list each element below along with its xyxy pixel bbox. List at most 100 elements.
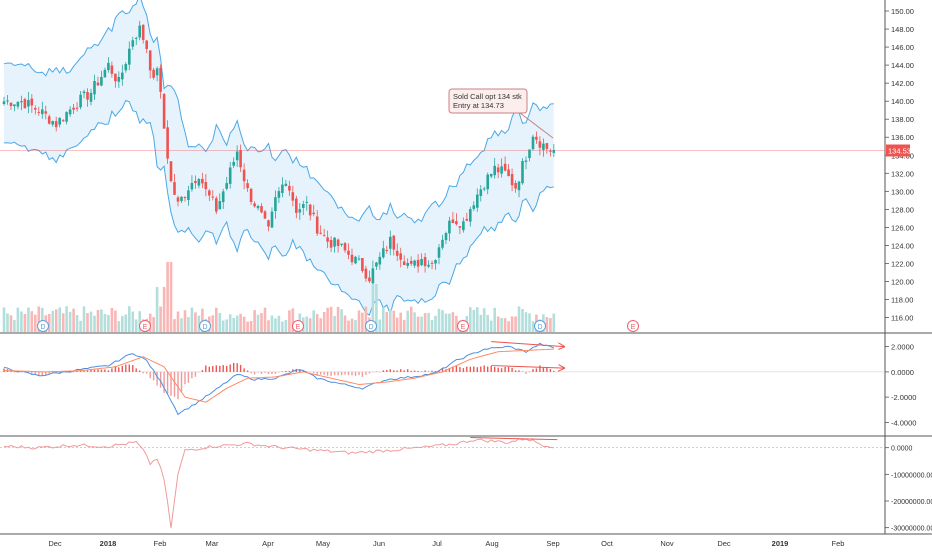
macd-divergence-arrow — [491, 366, 564, 369]
candle-body — [169, 161, 173, 182]
volume-bar — [117, 321, 121, 332]
candle-body — [451, 219, 455, 223]
macd-axis-tick-label: 0.0000 — [891, 368, 914, 377]
volume-bar — [389, 309, 392, 332]
macd-histogram-bar — [97, 369, 99, 372]
macd-histogram-bar — [347, 371, 350, 376]
event-marker-label: E — [296, 324, 301, 331]
volume-bar — [197, 315, 201, 332]
volume-bar — [444, 313, 448, 332]
volume-bar — [528, 313, 531, 332]
volume-bar — [232, 318, 235, 332]
macd-histogram-bar — [483, 365, 485, 372]
volume-bar — [416, 316, 420, 332]
candle-body — [448, 220, 451, 234]
volume-bar — [371, 284, 375, 332]
candle-body — [361, 258, 364, 271]
bollinger-lower — [3, 99, 554, 316]
candle-body — [315, 216, 319, 234]
macd-histogram-bar — [330, 371, 332, 376]
time-axis-tick-label: May — [316, 539, 330, 548]
candle-body — [253, 203, 256, 207]
volume-bar — [308, 318, 312, 332]
candle-body — [208, 190, 211, 196]
macd-histogram-bar — [535, 368, 538, 372]
volume-bar — [364, 306, 368, 332]
candle-body — [357, 258, 361, 260]
event-marker — [199, 320, 211, 332]
macd-histogram-bar — [132, 365, 134, 372]
candle-body — [267, 220, 270, 227]
volume-bar — [312, 310, 315, 332]
trade-annotation[interactable]: Sold Call opt 134 stk Entry at 134.73 — [448, 88, 554, 139]
candle-body — [281, 184, 284, 193]
macd-histogram-bar — [313, 371, 315, 374]
candle-body — [444, 233, 448, 241]
current-price-tag: 134.53 — [886, 144, 911, 157]
volume-bar — [354, 319, 357, 332]
macd-histogram-bar — [539, 365, 541, 372]
volume-bar — [451, 312, 455, 332]
macd-histogram-bar — [326, 371, 329, 376]
candle-body — [524, 160, 528, 162]
macd-histogram-bar — [111, 368, 113, 372]
macd-histogram-bar — [344, 371, 346, 375]
price-axis-tick-label: 120.00 — [891, 278, 914, 287]
volume-bar — [176, 311, 180, 332]
volume-bar — [41, 307, 44, 332]
candle-body — [329, 240, 333, 248]
candle-body — [493, 165, 496, 176]
candle-body — [54, 121, 58, 128]
obv-panel[interactable] — [0, 437, 885, 529]
candle-body — [375, 262, 378, 267]
volume-bar — [476, 307, 479, 332]
candle-body — [239, 150, 242, 168]
volume-bar — [82, 306, 86, 332]
macd-histogram-bar — [333, 371, 336, 376]
volume-bar — [61, 313, 65, 332]
macd-histogram-bar — [212, 366, 214, 372]
macd-histogram-bar — [469, 366, 471, 372]
candle-body — [9, 102, 13, 106]
candle-body — [455, 221, 458, 225]
candle-body — [23, 99, 27, 109]
volume-bar — [190, 307, 194, 332]
volume-bar — [27, 307, 30, 332]
volume-bar — [336, 306, 340, 332]
candle-body — [416, 259, 420, 267]
candle-body — [246, 183, 249, 189]
volume-bar — [284, 320, 288, 332]
candle-body — [295, 198, 298, 213]
candle-body — [134, 37, 138, 39]
volume-bar — [277, 315, 281, 332]
macd-histogram-bar — [243, 368, 245, 372]
macd-histogram-bar — [31, 371, 33, 375]
candle-body — [528, 149, 531, 159]
macd-histogram-bar — [361, 371, 364, 377]
macd-histogram-bar — [448, 367, 451, 372]
macd-histogram-bar — [83, 370, 85, 372]
candle-body — [27, 100, 30, 107]
macd-histogram-bar — [222, 365, 224, 372]
volume-bar — [228, 314, 232, 332]
macd-histogram-bar — [139, 370, 141, 372]
candle-body — [249, 188, 253, 202]
candle-body — [354, 256, 357, 264]
macd-histogram-bar — [302, 370, 304, 372]
volume-bar — [270, 315, 274, 332]
event-marker — [37, 320, 49, 332]
macd-histogram-bar — [553, 370, 555, 372]
volume-bar — [65, 306, 68, 332]
volume-bar — [524, 312, 528, 332]
volume-bar — [121, 316, 124, 332]
macd-histogram-bar — [420, 371, 423, 372]
macd-histogram-bar — [480, 366, 482, 372]
volume-bar — [6, 313, 9, 332]
macd-panel[interactable] — [0, 341, 885, 416]
volume-bar — [469, 307, 472, 332]
candle-body — [225, 183, 228, 189]
volume-bar — [152, 317, 155, 332]
macd-histogram-bar — [76, 370, 78, 372]
